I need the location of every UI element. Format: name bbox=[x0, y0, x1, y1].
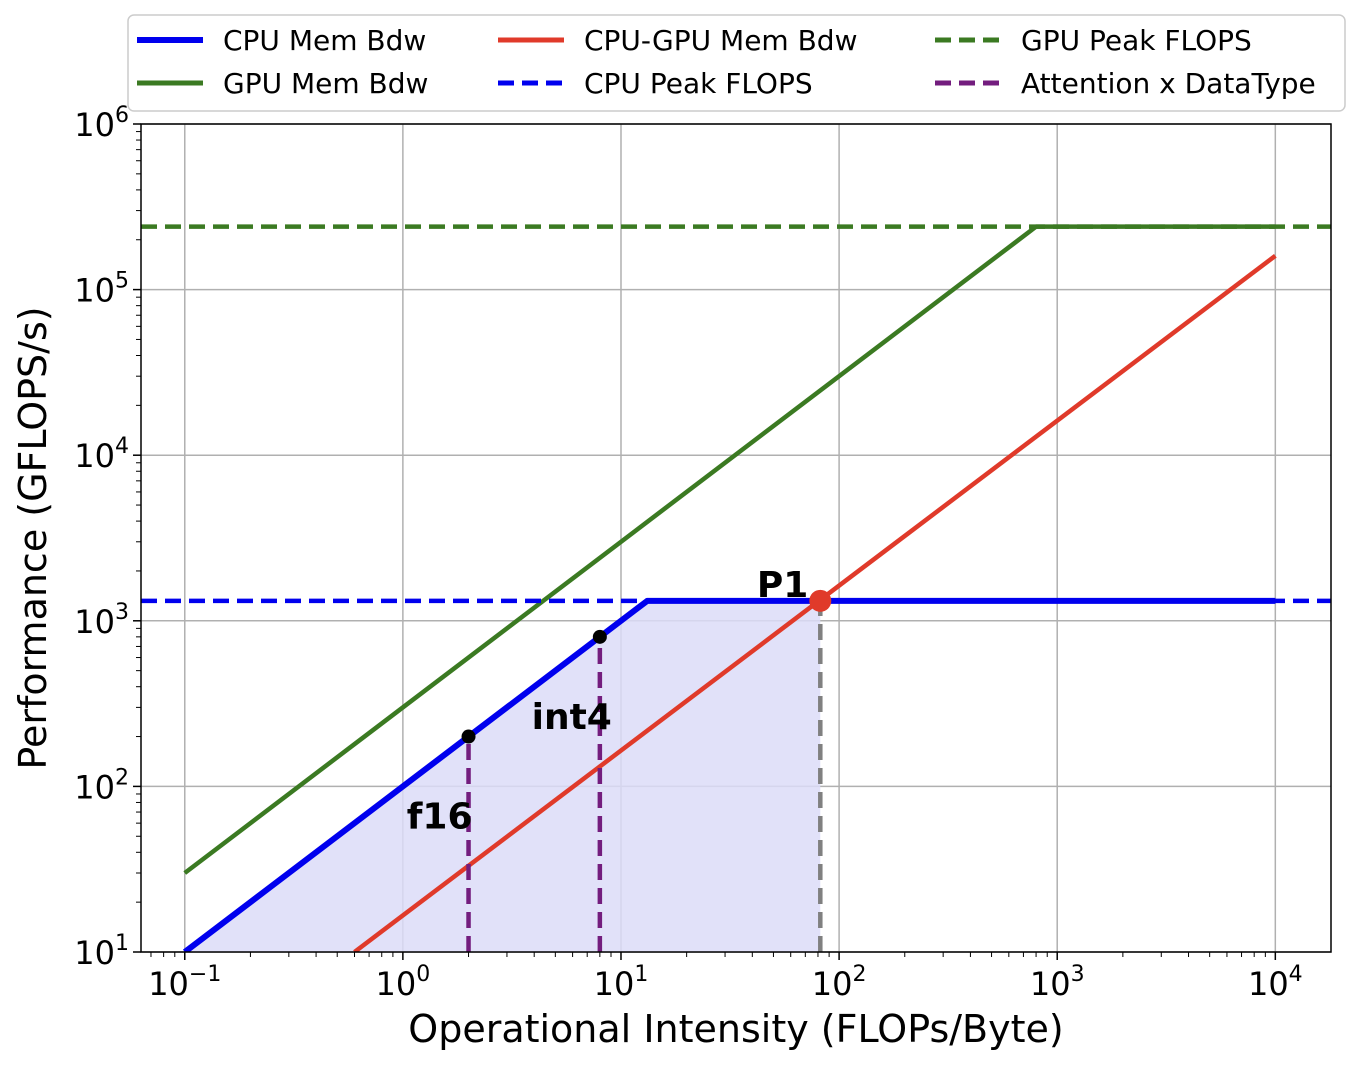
point-f16 bbox=[461, 729, 476, 744]
x-axis-label: Operational Intensity (FLOPs/Byte) bbox=[408, 1007, 1063, 1051]
legend-label-gpu-mem-bdw: GPU Mem Bdw bbox=[223, 67, 428, 100]
legend-box bbox=[127, 14, 1346, 112]
point-p1 bbox=[809, 589, 832, 612]
tick-labels: 10−1 100 101 102 103 104 101 102 103 104 105 106 bbox=[74, 103, 1302, 1003]
shaded-region bbox=[184, 600, 821, 952]
points-layer: f16 int4 P1 bbox=[407, 565, 832, 838]
legend-label-attention-x-datatype: Attention x DataType bbox=[1021, 67, 1316, 100]
plot-frame bbox=[140, 123, 1332, 953]
y-tick-label: 101 bbox=[74, 931, 129, 972]
series-cpu-mem-bdw bbox=[182, 597, 1276, 952]
x-tick-label: 101 bbox=[594, 962, 649, 1003]
y-tick-label: 105 bbox=[74, 269, 129, 310]
y-tick-label: 104 bbox=[74, 434, 129, 475]
point-int4 bbox=[592, 629, 607, 644]
x-tick-label: 100 bbox=[376, 962, 431, 1003]
x-tick-label: 103 bbox=[1030, 962, 1085, 1003]
point-label-p1: P1 bbox=[757, 565, 808, 606]
x-tick-label: 102 bbox=[812, 962, 867, 1003]
legend-label-gpu-peak-flops: GPU Peak FLOPS bbox=[1021, 24, 1252, 57]
y-tick-label: 106 bbox=[74, 103, 129, 144]
y-axis-label: Performance (GFLOPS/s) bbox=[11, 306, 55, 769]
y-tick-label: 103 bbox=[74, 600, 129, 641]
shaded-region-layer bbox=[184, 600, 821, 952]
x-tick-label: 104 bbox=[1248, 962, 1303, 1003]
y-tick-label: 102 bbox=[74, 765, 129, 806]
x-tick-label: 10−1 bbox=[148, 962, 221, 1003]
legend-label-cpu-gpu-mem-bdw: CPU-GPU Mem Bdw bbox=[584, 24, 857, 57]
point-label-int4: int4 bbox=[532, 697, 612, 738]
legend: CPU Mem Bdw GPU Mem Bdw CPU-GPU Mem Bdw CPU… bbox=[127, 14, 1346, 112]
legend-label-cpu-mem-bdw: CPU Mem Bdw bbox=[223, 24, 426, 57]
legend-label-cpu-peak-flops: CPU Peak FLOPS bbox=[584, 67, 813, 100]
point-label-f16: f16 bbox=[407, 797, 473, 838]
